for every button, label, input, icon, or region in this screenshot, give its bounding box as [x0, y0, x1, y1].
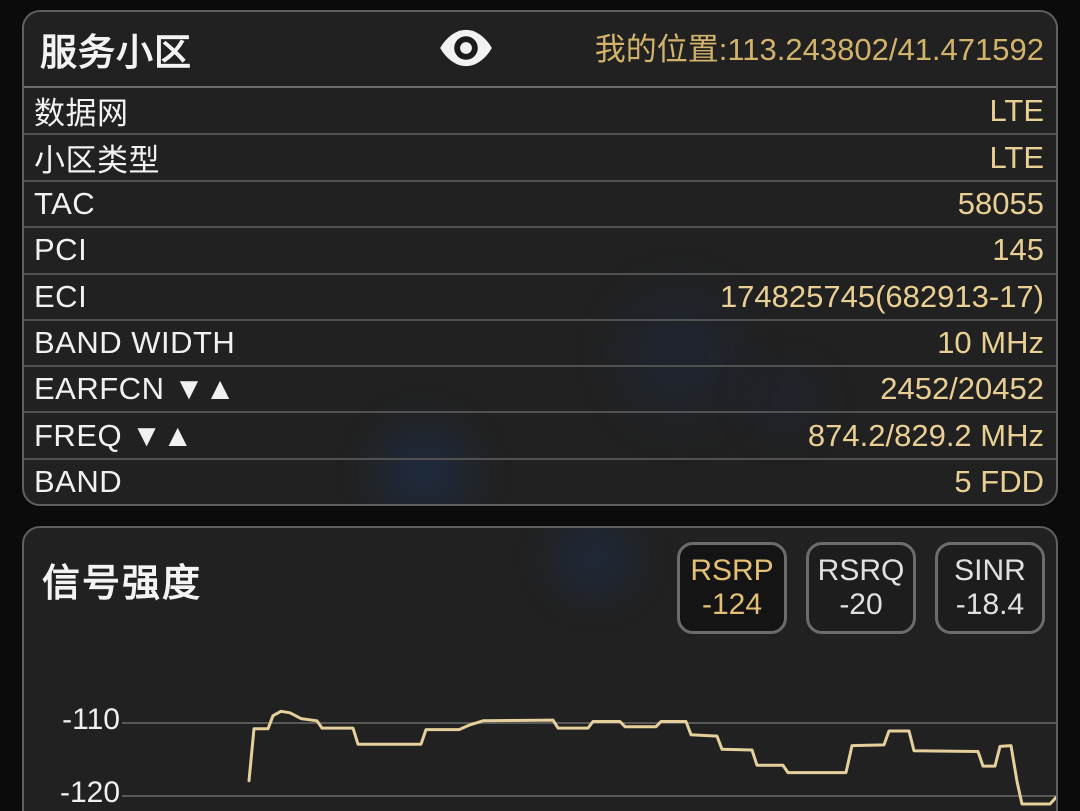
table-row-eci: ECI 174825745(682913-17): [24, 272, 1056, 319]
row-label: BAND: [34, 463, 123, 499]
row-value: LTE: [989, 139, 1044, 175]
signal-strength-card: 信号强度 RSRP -124 RSRQ -20 SINR -18.4 -110 …: [22, 526, 1058, 811]
rsrq-badge[interactable]: RSRQ -20: [806, 542, 916, 634]
y-axis-tick-minus120: -120: [59, 776, 120, 809]
table-row-tac: TAC 58055: [24, 180, 1056, 226]
row-label-with-sort-icons: FREQ ▼▲: [34, 417, 194, 453]
table-row-cell-type: 小区类型 LTE: [24, 133, 1056, 180]
cell-info-table: 数据网 LTE 小区类型 LTE TAC 58055 PCI 145 ECI 1…: [24, 86, 1056, 504]
row-label: 数据网: [34, 96, 129, 131]
row-label: ECI: [34, 278, 88, 314]
eye-icon: [437, 29, 495, 72]
row-value: 874.2/829.2 MHz: [807, 417, 1044, 453]
serving-cell-card: 服务小区 我的位置:113.243802/41.471592 数据网 LTE 小…: [22, 10, 1058, 506]
row-value: 5 FDD: [954, 463, 1044, 499]
row-label: PCI: [34, 232, 88, 268]
row-value: 174825745(682913-17): [719, 278, 1044, 314]
signal-line: [247, 709, 1056, 806]
row-label: TAC: [34, 186, 96, 222]
row-label-with-sort-icons: EARFCN ▼▲: [34, 371, 236, 407]
signal-chart: [122, 709, 1056, 806]
badge-label: RSRP: [690, 553, 774, 587]
table-row-freq[interactable]: FREQ ▼▲ 874.2/829.2 MHz: [24, 411, 1056, 457]
y-axis-tick-minus110: -110: [62, 703, 120, 736]
badge-value: -18.4: [955, 588, 1025, 621]
sinr-badge[interactable]: SINR -18.4: [935, 542, 1045, 634]
table-row-pci: PCI 145: [24, 226, 1056, 272]
row-value: 2452/20452: [880, 371, 1044, 407]
row-label: BAND WIDTH: [34, 324, 236, 360]
section-title-signal-strength: 信号强度: [42, 563, 203, 605]
badge-label: RSRQ: [817, 553, 905, 587]
metric-badges: RSRP -124 RSRQ -20 SINR -18.4: [677, 542, 1045, 634]
badge-value: -20: [839, 588, 883, 621]
serving-cell-header: 服务小区 我的位置:113.243802/41.471592: [24, 12, 1056, 86]
badge-label: SINR: [954, 553, 1026, 587]
my-location-text: 我的位置:113.243802/41.471592: [594, 32, 1044, 67]
row-value: 58055: [957, 186, 1044, 222]
table-row-earfcn[interactable]: EARFCN ▼▲ 2452/20452: [24, 365, 1056, 411]
badge-value: -124: [701, 588, 763, 621]
table-row-bandwidth: BAND WIDTH 10 MHz: [24, 318, 1056, 365]
row-value: 10 MHz: [937, 324, 1044, 360]
rsrp-badge[interactable]: RSRP -124: [677, 542, 787, 634]
visibility-toggle-button[interactable]: [436, 27, 496, 71]
row-value: LTE: [989, 92, 1044, 128]
row-value: 145: [992, 232, 1044, 268]
table-row-band: BAND 5 FDD: [24, 457, 1056, 504]
table-row-data-network: 数据网 LTE: [24, 86, 1056, 133]
row-label: 小区类型: [34, 143, 160, 178]
watermark-blob: [524, 528, 664, 608]
section-title-serving-cell: 服务小区: [40, 32, 192, 73]
